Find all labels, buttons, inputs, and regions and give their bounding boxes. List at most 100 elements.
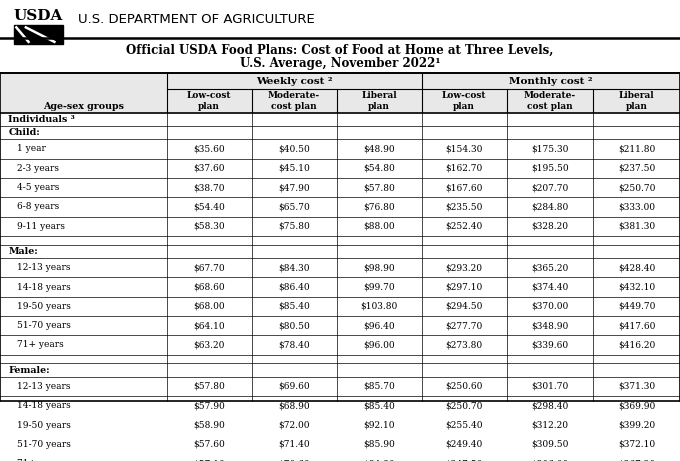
Text: 51-70 years: 51-70 years	[17, 440, 71, 449]
Text: Monthly cost ²: Monthly cost ²	[509, 77, 592, 86]
Text: $85.70: $85.70	[363, 382, 395, 391]
Text: $80.50: $80.50	[278, 321, 310, 330]
Text: $57.80: $57.80	[193, 382, 225, 391]
Text: Low-cost
plan: Low-cost plan	[442, 91, 486, 111]
Text: $86.40: $86.40	[278, 283, 310, 291]
Bar	[14, 25, 63, 44]
Text: $417.60: $417.60	[618, 321, 655, 330]
Text: Moderate-
cost plan: Moderate- cost plan	[524, 91, 576, 111]
Text: $250.60: $250.60	[445, 382, 483, 391]
Text: $88.00: $88.00	[363, 222, 395, 230]
Text: 71+ years: 71+ years	[17, 341, 64, 349]
Text: $48.90: $48.90	[363, 144, 395, 154]
Text: $92.10: $92.10	[363, 420, 395, 430]
Text: Individuals ³: Individuals ³	[8, 115, 75, 124]
Text: $65.70: $65.70	[278, 202, 310, 212]
Text: $54.80: $54.80	[363, 164, 395, 173]
Text: $162.70: $162.70	[445, 164, 483, 173]
Text: $255.40: $255.40	[445, 420, 483, 430]
Text: $399.20: $399.20	[618, 420, 655, 430]
Bar	[0, 73, 680, 89]
Text: $297.10: $297.10	[445, 283, 483, 291]
Text: $58.30: $58.30	[193, 222, 225, 230]
Text: $57.10: $57.10	[193, 459, 225, 461]
Text: $35.60: $35.60	[193, 144, 225, 154]
Text: $369.90: $369.90	[618, 401, 655, 410]
Text: $85.40: $85.40	[278, 302, 310, 311]
Text: $309.50: $309.50	[531, 440, 568, 449]
Text: $154.30: $154.30	[445, 144, 483, 154]
Text: $175.30: $175.30	[531, 144, 568, 154]
Text: $367.20: $367.20	[618, 459, 655, 461]
Text: Child:: Child:	[8, 128, 40, 137]
Text: $57.90: $57.90	[193, 401, 225, 410]
Text: $235.50: $235.50	[445, 202, 483, 212]
Text: Official USDA Food Plans: Cost of Food at Home at Three Levels,: Official USDA Food Plans: Cost of Food a…	[126, 44, 554, 57]
Text: Male:: Male:	[8, 247, 38, 256]
Text: $372.10: $372.10	[618, 440, 655, 449]
Text: $40.50: $40.50	[278, 144, 310, 154]
Text: 12-13 years: 12-13 years	[17, 382, 71, 391]
Text: $57.80: $57.80	[363, 183, 395, 192]
Text: $64.10: $64.10	[193, 321, 225, 330]
Text: 6-8 years: 6-8 years	[17, 202, 59, 212]
Text: USDA: USDA	[14, 9, 63, 23]
Text: $68.00: $68.00	[193, 302, 225, 311]
Text: 71+ years: 71+ years	[17, 459, 64, 461]
Text: $167.60: $167.60	[445, 183, 483, 192]
Text: $70.60: $70.60	[278, 459, 310, 461]
Text: $58.90: $58.90	[193, 420, 225, 430]
Text: 1 year: 1 year	[17, 144, 46, 154]
Text: $72.00: $72.00	[278, 420, 310, 430]
Text: $68.60: $68.60	[193, 283, 225, 291]
Text: Age-sex groups: Age-sex groups	[43, 102, 124, 111]
Text: $69.60: $69.60	[278, 382, 310, 391]
Text: $85.40: $85.40	[363, 401, 395, 410]
Text: $84.30: $84.30	[278, 263, 310, 272]
Text: $38.70: $38.70	[193, 183, 225, 192]
Text: 9-11 years: 9-11 years	[17, 222, 65, 230]
Text: $365.20: $365.20	[531, 263, 568, 272]
Text: $76.80: $76.80	[363, 202, 395, 212]
Text: $57.60: $57.60	[193, 440, 225, 449]
Text: 2-3 years: 2-3 years	[17, 164, 59, 173]
Text: $348.90: $348.90	[531, 321, 568, 330]
Text: Liberal
plan: Liberal plan	[361, 91, 397, 111]
Text: $103.80: $103.80	[360, 302, 398, 311]
Text: 19-50 years: 19-50 years	[17, 302, 71, 311]
Text: Female:: Female:	[8, 366, 50, 375]
Text: $68.90: $68.90	[278, 401, 310, 410]
Text: 14-18 years: 14-18 years	[17, 401, 71, 410]
Text: 4-5 years: 4-5 years	[17, 183, 59, 192]
Text: 19-50 years: 19-50 years	[17, 420, 71, 430]
Text: $45.10: $45.10	[278, 164, 310, 173]
Text: $339.60: $339.60	[531, 341, 568, 349]
Text: $432.10: $432.10	[618, 283, 655, 291]
Text: $250.70: $250.70	[445, 401, 483, 410]
Text: 12-13 years: 12-13 years	[17, 263, 71, 272]
Text: $374.40: $374.40	[531, 283, 568, 291]
Text: $96.40: $96.40	[363, 321, 395, 330]
Text: $84.80: $84.80	[363, 459, 395, 461]
Text: $195.50: $195.50	[531, 164, 568, 173]
Text: $237.50: $237.50	[618, 164, 655, 173]
Text: $71.40: $71.40	[278, 440, 310, 449]
Text: $298.40: $298.40	[531, 401, 568, 410]
Text: $294.50: $294.50	[445, 302, 483, 311]
Text: Moderate-
cost plan: Moderate- cost plan	[268, 91, 320, 111]
Text: $78.40: $78.40	[278, 341, 310, 349]
Text: $284.80: $284.80	[531, 202, 568, 212]
Text: $277.70: $277.70	[445, 321, 483, 330]
Text: $249.40: $249.40	[445, 440, 483, 449]
Text: $370.00: $370.00	[531, 302, 568, 311]
Text: $47.90: $47.90	[278, 183, 310, 192]
Text: $247.50: $247.50	[445, 459, 483, 461]
Text: $63.20: $63.20	[193, 341, 225, 349]
Text: $312.20: $312.20	[531, 420, 568, 430]
Bar	[0, 89, 680, 112]
Text: $293.20: $293.20	[445, 263, 483, 272]
Text: $75.80: $75.80	[278, 222, 310, 230]
Text: $306.00: $306.00	[531, 459, 568, 461]
Text: $67.70: $67.70	[193, 263, 225, 272]
Text: $449.70: $449.70	[618, 302, 655, 311]
